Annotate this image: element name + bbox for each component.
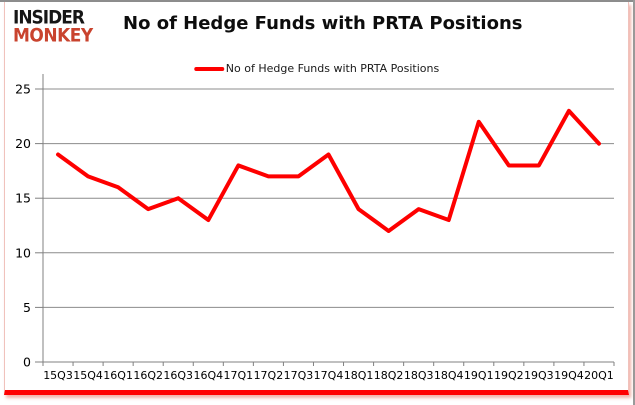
x-axis-tick-label: 17Q1 (224, 369, 254, 382)
y-axis-tick-label: 5 (23, 300, 31, 315)
outer-frame-top-line (0, 0, 635, 2)
chart-title: No of Hedge Funds with PRTA Positions (123, 13, 523, 34)
y-axis-tick-label: 25 (15, 82, 31, 97)
chart-widget: INSIDER MONKEY No of Hedge Funds with PR… (4, 2, 629, 395)
x-axis-tick-label: 17Q2 (254, 369, 284, 382)
outer-frame-right-line (633, 0, 635, 405)
y-axis-tick-label: 10 (15, 245, 31, 260)
x-axis-tick-label: 15Q4 (73, 369, 103, 382)
x-axis-tick-label: 18Q4 (434, 369, 464, 382)
x-axis-tick-label: 18Q3 (404, 369, 434, 382)
x-axis-tick-label: 17Q3 (284, 369, 314, 382)
y-axis-tick-label: 0 (23, 355, 31, 370)
x-axis-tick-label: 17Q4 (314, 369, 344, 382)
legend-line-swatch (193, 66, 224, 71)
insider-monkey-logo: INSIDER MONKEY (13, 6, 93, 47)
logo-monkey-text: MONKEY (13, 24, 93, 47)
x-axis-tick-label: 19Q1 (464, 369, 494, 382)
y-axis-tick-label: 15 (15, 191, 31, 206)
x-axis-tick-label: 16Q4 (193, 369, 223, 382)
x-axis-tick-label: 18Q1 (344, 369, 374, 382)
x-axis-tick-label: 19Q3 (524, 369, 554, 382)
x-axis-tick-label: 16Q3 (163, 369, 193, 382)
x-axis-tick-label: 16Q2 (133, 369, 163, 382)
x-axis-tick-label: 18Q2 (374, 369, 404, 382)
data-series-line (56, 108, 601, 233)
x-axis-tick-label: 20Q1 (584, 369, 614, 382)
x-axis-tick-label: 15Q3 (43, 369, 73, 382)
x-axis-tick-label: 19Q2 (494, 369, 524, 382)
legend-label: No of Hedge Funds with PRTA Positions (225, 62, 440, 75)
logo-insider-text: INSIDER (13, 6, 85, 30)
y-axis-tick-label: 20 (15, 136, 31, 151)
legend: No of Hedge Funds with PRTA Positions (193, 62, 440, 75)
x-axis-tick-label: 19Q4 (554, 369, 584, 382)
x-axis-tick-label: 16Q1 (103, 369, 133, 382)
